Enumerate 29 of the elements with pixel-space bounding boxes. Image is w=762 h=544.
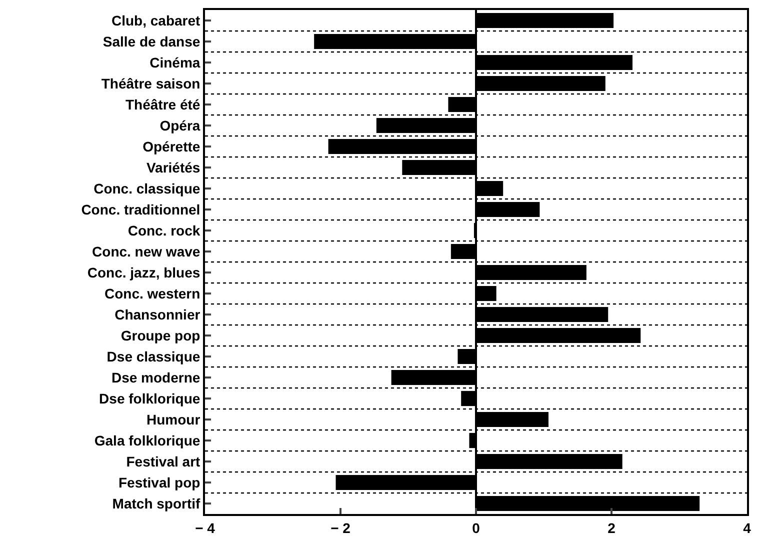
y-tick-label: Humour bbox=[146, 411, 201, 428]
y-tick-label: Dse classique bbox=[106, 348, 200, 364]
y-tick-label: Opéra bbox=[160, 117, 200, 134]
y-tick-label: Conc. new wave bbox=[92, 243, 200, 260]
y-tick-label: Match sportif bbox=[112, 495, 201, 512]
y-tick-label: Variétés bbox=[146, 159, 200, 176]
x-tick-label: 2 bbox=[608, 520, 616, 536]
y-tick-label: Théâtre été bbox=[125, 96, 200, 112]
y-tick-label: Cinéma bbox=[150, 54, 200, 70]
y-tick-label: Conc. jazz, blues bbox=[87, 264, 200, 280]
y-tick-label: Festival art bbox=[126, 453, 201, 470]
y-tick-label: Dse folklorique bbox=[99, 390, 200, 406]
y-tick-label: Conc. rock bbox=[128, 222, 200, 238]
y-tick-label: Théâtre saison bbox=[101, 75, 200, 92]
y-tick-label: Conc. western bbox=[104, 285, 200, 302]
y-tick-label: Opérette bbox=[142, 138, 200, 154]
x-tick-label: 4 bbox=[743, 520, 752, 536]
y-tick-label: Club, cabaret bbox=[111, 12, 201, 28]
y-tick-label: Groupe pop bbox=[120, 327, 200, 344]
x-tick-label: − 4 bbox=[195, 520, 216, 536]
y-tick-label: Gala folklorique bbox=[94, 432, 200, 448]
y-tick-label: Festival pop bbox=[118, 474, 200, 490]
y-tick-label: Conc. classique bbox=[94, 180, 200, 196]
x-tick-label: − 2 bbox=[330, 520, 351, 536]
y-tick-label: Conc. traditionnel bbox=[81, 201, 200, 218]
y-tick-label: Dse moderne bbox=[111, 369, 200, 386]
y-tick-label: Salle de danse bbox=[102, 33, 200, 50]
x-tick-label: 0 bbox=[472, 520, 480, 536]
y-tick-label: Chansonnier bbox=[114, 306, 201, 322]
